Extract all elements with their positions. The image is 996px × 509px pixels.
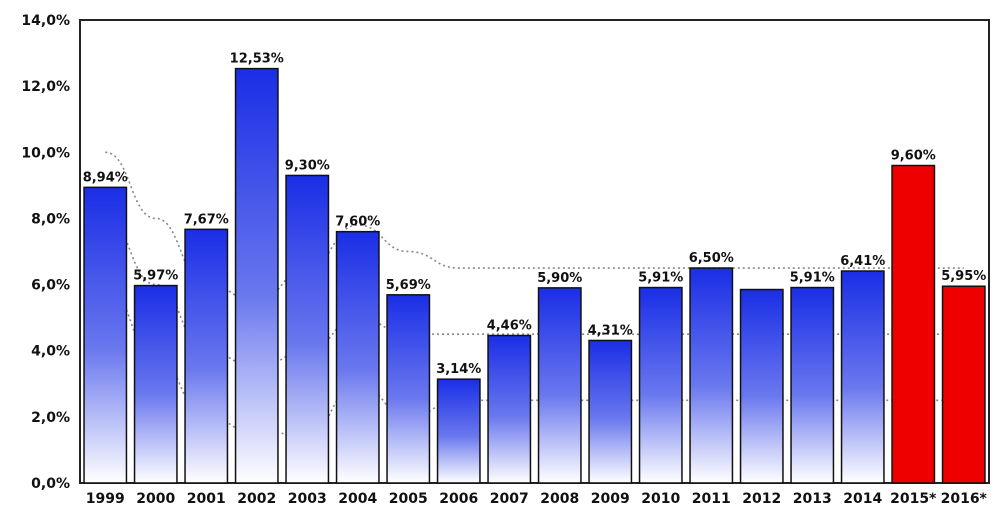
bar [638, 286, 683, 484]
data-labels: 8,94% 5,97% 7,67% 12,53% 9,30% 7,60% 5,69% 3,14… [83, 52, 987, 378]
y-tick-label: 4,0% [31, 344, 70, 360]
data-label: 5,90% [537, 271, 582, 286]
x-tick-label: 2008 [540, 491, 579, 507]
x-tick-label: 2016* [941, 491, 988, 507]
bar [83, 186, 128, 484]
data-label: 5,69% [386, 278, 431, 293]
x-tick-label: 2011 [692, 491, 731, 507]
bar [335, 230, 380, 484]
bar [790, 286, 835, 484]
data-label: 5,95% [941, 269, 986, 284]
bar [285, 174, 330, 484]
y-tick-label: 2,0% [31, 410, 70, 426]
y-tick-label: 12,0% [21, 79, 70, 95]
x-tick-label: 2000 [136, 491, 175, 507]
data-label: 6,50% [689, 251, 734, 266]
y-axis: 0,0% 2,0% 4,0% 6,0% 8,0% 10,0% 12,0% 14,0% [21, 13, 70, 492]
data-label: 7,60% [335, 215, 380, 230]
bar [133, 284, 178, 484]
bar [891, 164, 936, 484]
bars [83, 67, 986, 484]
x-tick-label: 2007 [490, 491, 529, 507]
data-label: 7,67% [184, 212, 229, 227]
data-label: 5,91% [790, 271, 835, 286]
bar [689, 267, 734, 484]
bar [386, 294, 431, 484]
y-tick-label: 14,0% [21, 13, 70, 29]
bar [537, 287, 582, 484]
y-tick-label: 6,0% [31, 278, 70, 294]
data-label: 12,53% [230, 52, 284, 67]
data-label: 5,91% [638, 271, 683, 286]
data-label: 6,41% [840, 254, 885, 269]
x-tick-label: 2006 [439, 491, 478, 507]
bar [739, 288, 784, 484]
data-label: 3,14% [436, 362, 481, 377]
x-tick-label: 2001 [187, 491, 226, 507]
data-label: 4,31% [588, 323, 633, 338]
plot-area [79, 19, 990, 484]
x-tick-label: 2004 [338, 491, 377, 507]
x-tick-label: 2010 [641, 491, 680, 507]
bar [840, 270, 885, 484]
x-axis: 1999 2000 2001 2002 2003 2004 2005 2006 2007 2008… [86, 491, 988, 507]
x-tick-label: 2002 [237, 491, 276, 507]
x-tick-label: 1999 [86, 491, 125, 507]
y-tick-label: 10,0% [21, 145, 70, 161]
bar [588, 339, 633, 484]
x-tick-label: 2009 [591, 491, 630, 507]
bar [487, 334, 532, 484]
data-label: 9,30% [285, 158, 330, 173]
bar [941, 285, 986, 484]
bar [184, 228, 229, 484]
x-tick-label: 2005 [389, 491, 428, 507]
data-label: 5,97% [133, 269, 178, 284]
x-tick-label: 2013 [793, 491, 832, 507]
bar [234, 67, 279, 484]
data-label: 4,46% [487, 319, 532, 334]
data-label: 9,60% [891, 149, 936, 164]
x-tick-label: 2014 [843, 491, 882, 507]
x-tick-label: 2012 [742, 491, 781, 507]
x-tick-label: 2015* [890, 491, 937, 507]
data-label: 8,94% [83, 170, 128, 185]
x-tick-label: 2003 [288, 491, 327, 507]
bar [436, 378, 481, 484]
y-tick-label: 0,0% [31, 476, 70, 492]
y-tick-label: 8,0% [31, 211, 70, 227]
